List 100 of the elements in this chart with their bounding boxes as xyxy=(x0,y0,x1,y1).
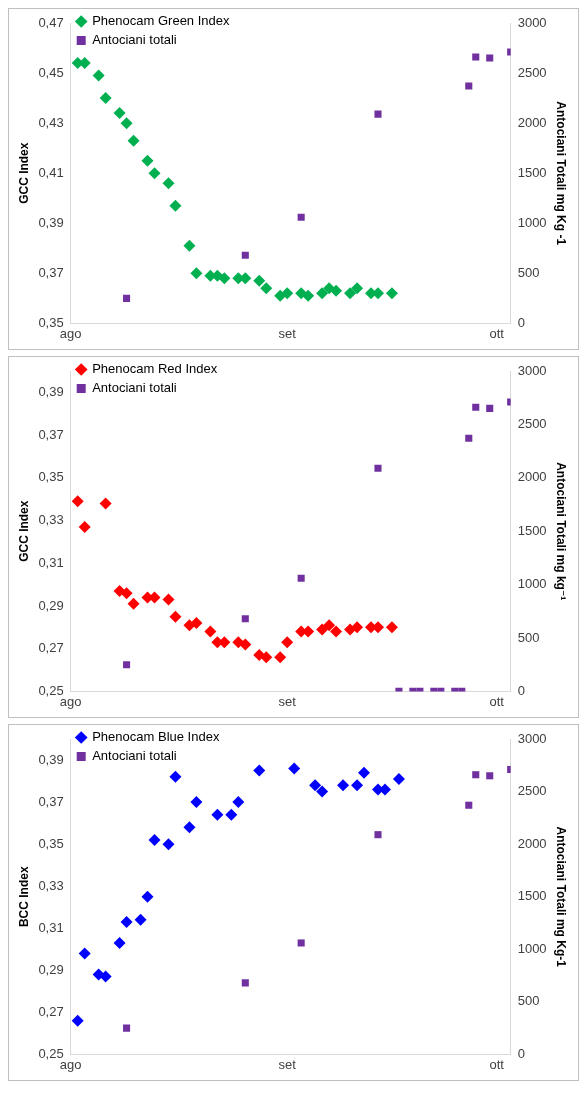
x-tick-label: ott xyxy=(489,325,505,341)
point xyxy=(337,779,350,792)
point xyxy=(351,621,364,634)
point xyxy=(127,597,140,610)
point xyxy=(134,913,147,926)
x-tick-label: set xyxy=(278,693,297,709)
point xyxy=(385,621,398,634)
y-tick-label: 0,45 xyxy=(38,64,64,80)
point xyxy=(297,213,305,221)
point xyxy=(260,282,273,295)
y2-tick-label: 3000 xyxy=(517,730,547,746)
point xyxy=(218,272,231,285)
point xyxy=(99,92,112,105)
y2-tick-label: 1000 xyxy=(517,576,547,592)
y2-tick-label: 3000 xyxy=(517,14,547,30)
point xyxy=(253,764,266,777)
y-tick-label: 0,33 xyxy=(38,877,64,893)
y2-axis-title: Antociani Totali mg kg⁻¹ xyxy=(554,462,569,601)
point xyxy=(169,770,182,783)
y-tick-label: 0,29 xyxy=(38,961,64,977)
point xyxy=(211,808,224,821)
point xyxy=(113,936,126,949)
point xyxy=(120,587,133,600)
point xyxy=(162,177,175,190)
y-tick-label: 0,47 xyxy=(38,14,64,30)
point xyxy=(239,638,252,651)
point xyxy=(113,107,126,120)
point xyxy=(241,615,249,623)
point xyxy=(330,625,343,638)
point xyxy=(323,619,336,632)
y-tick-label: 0,35 xyxy=(38,469,64,485)
point xyxy=(316,623,329,636)
y2-tick-label: 2500 xyxy=(517,415,547,431)
point xyxy=(351,779,364,792)
y-tick-label: 0,25 xyxy=(38,1045,64,1061)
x-tick-label: set xyxy=(278,1056,297,1072)
point xyxy=(169,610,182,623)
legend-label: Antociani totali xyxy=(92,380,177,396)
point xyxy=(190,267,203,280)
point xyxy=(297,939,305,947)
point xyxy=(169,199,182,212)
point xyxy=(148,167,161,180)
legend-label: Antociani totali xyxy=(92,748,177,764)
point xyxy=(374,831,382,839)
y2-tick-label: 1000 xyxy=(517,940,547,956)
y-tick-label: 0,41 xyxy=(38,164,64,180)
y2-axis-title: Antociani Totali mg Kg-1 xyxy=(554,826,569,968)
y2-tick-label: 0 xyxy=(517,314,525,330)
point xyxy=(71,495,84,508)
x-tick-label: set xyxy=(278,325,297,341)
point xyxy=(274,651,287,664)
point xyxy=(225,808,238,821)
point xyxy=(465,82,473,90)
y2-axis-title: Antociani Totali mg Kg -1 xyxy=(554,101,569,246)
y-tick-label: 0,37 xyxy=(38,264,64,280)
point xyxy=(190,796,203,809)
point xyxy=(316,785,329,798)
point xyxy=(127,134,140,147)
point xyxy=(374,110,382,118)
y2-tick-label: 3000 xyxy=(517,362,547,378)
point xyxy=(260,651,273,664)
y-tick-label: 0,37 xyxy=(38,426,64,442)
point xyxy=(472,403,480,411)
point xyxy=(183,821,196,834)
y-tick-label: 0,39 xyxy=(38,214,64,230)
point xyxy=(374,464,382,472)
point xyxy=(281,287,294,300)
y2-tick-label: 0 xyxy=(517,1045,525,1061)
point xyxy=(392,772,405,785)
point xyxy=(78,520,91,533)
point xyxy=(344,287,357,300)
point xyxy=(204,625,217,638)
legend-label: Phenocam Blue Index xyxy=(92,729,220,745)
point xyxy=(330,284,343,297)
y2-tick-label: 1500 xyxy=(517,888,547,904)
y-tick-label: 0,35 xyxy=(38,835,64,851)
y-axis-title: GCC Index xyxy=(16,142,31,204)
y2-tick-label: 2000 xyxy=(517,114,547,130)
point xyxy=(465,801,473,809)
point xyxy=(316,287,329,300)
y2-tick-label: 2500 xyxy=(517,64,547,80)
point xyxy=(385,287,398,300)
point xyxy=(472,771,480,779)
point xyxy=(253,274,266,287)
legend-label: Phenocam Red Index xyxy=(92,361,218,377)
point xyxy=(486,54,494,62)
point xyxy=(358,766,371,779)
y-tick-label: 0,31 xyxy=(38,554,64,570)
y2-tick-label: 1500 xyxy=(517,164,547,180)
point xyxy=(190,617,203,630)
y2-tick-label: 1500 xyxy=(517,522,547,538)
point xyxy=(123,661,131,669)
point xyxy=(120,117,133,130)
point xyxy=(288,762,301,775)
y-tick-label: 0,39 xyxy=(38,383,64,399)
point xyxy=(99,497,112,510)
point xyxy=(472,53,480,61)
y2-tick-label: 500 xyxy=(517,629,540,645)
y-tick-label: 0,35 xyxy=(38,314,64,330)
y-tick-label: 0,43 xyxy=(38,114,64,130)
